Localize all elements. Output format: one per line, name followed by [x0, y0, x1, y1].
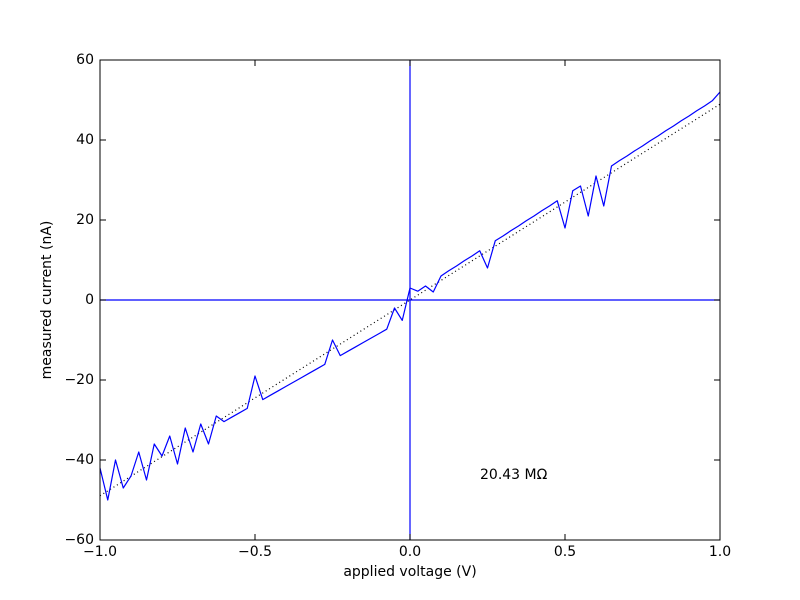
y-tick-label: −60 — [64, 532, 94, 548]
annotation: 20.43 MΩ — [480, 467, 548, 483]
x-tick-label: 0.0 — [399, 544, 421, 560]
x-tick-label: −0.5 — [238, 544, 272, 560]
y-tick-label: 40 — [76, 132, 94, 148]
y-tick-label: 60 — [76, 52, 94, 68]
y-tick-label: 20 — [76, 212, 94, 228]
y-tick-label: −40 — [64, 452, 94, 468]
y-tick-label: 0 — [85, 292, 94, 308]
x-tick-label: −1.0 — [83, 544, 117, 560]
y-axis-label: measured current (nA) — [39, 221, 55, 380]
data-line — [99, 91, 721, 501]
y-tick-label: −20 — [64, 372, 94, 388]
x-axis-label: applied voltage (V) — [343, 564, 476, 580]
x-tick-label: 0.5 — [554, 544, 576, 560]
x-tick-label: 1.0 — [709, 544, 731, 560]
